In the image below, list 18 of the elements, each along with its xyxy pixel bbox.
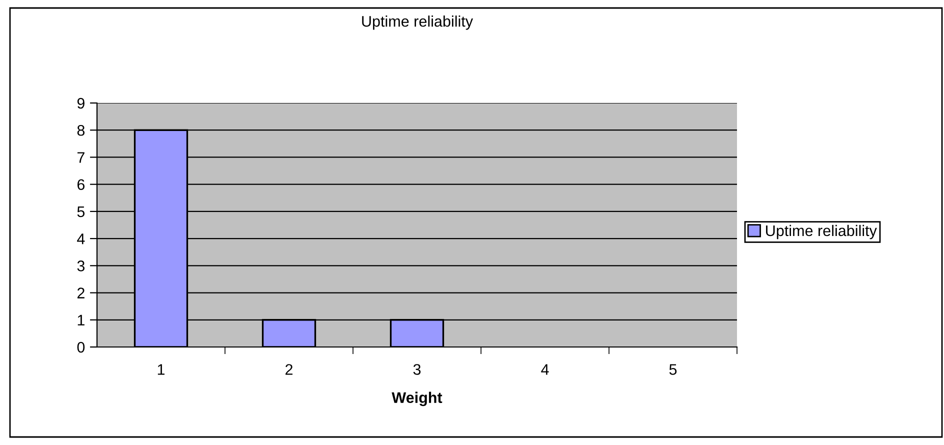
y-tick-label: 9 [77, 98, 84, 109]
y-tick-label: 2 [77, 288, 84, 298]
y-tick-label: 4 [77, 234, 85, 244]
x-tick-label: 5 [669, 364, 677, 375]
y-tick-label: 8 [77, 124, 85, 136]
y-tick-label: 6 [77, 179, 85, 190]
y-tick-label: 7 [77, 152, 84, 163]
x-tick-label: 2 [286, 364, 292, 375]
y-tick-label: 5 [77, 206, 85, 218]
y-tick-label: 1 [78, 314, 84, 326]
chart-title: Uptime reliability [362, 16, 474, 30]
x-tick-label: 1 [158, 364, 165, 375]
x-axis-title: Weight [392, 392, 442, 406]
y-tick-label: 0 [77, 342, 85, 353]
x-tick-label: 4 [541, 364, 549, 375]
x-tick-label: 3 [413, 364, 421, 375]
legend-label: Uptime reliability [766, 224, 877, 240]
y-tick-label: 3 [77, 260, 85, 272]
